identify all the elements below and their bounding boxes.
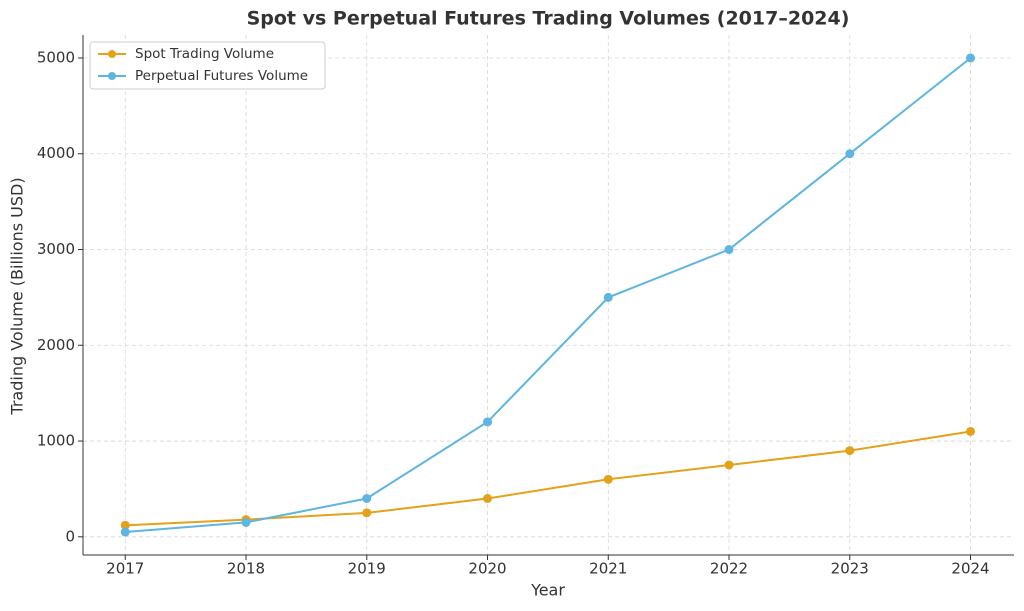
x-tick-label: 2019 bbox=[348, 560, 386, 578]
data-point bbox=[362, 493, 372, 503]
y-tick-label: 3000 bbox=[37, 240, 75, 258]
data-point bbox=[724, 460, 734, 470]
y-axis-label: Trading Volume (Billions USD) bbox=[8, 177, 27, 415]
x-tick-label: 2021 bbox=[589, 560, 627, 578]
y-tick-label: 2000 bbox=[37, 336, 75, 354]
legend-box bbox=[89, 41, 326, 90]
x-tick-label: 2023 bbox=[831, 560, 869, 578]
x-axis-label: Year bbox=[530, 581, 565, 600]
data-point bbox=[120, 520, 130, 530]
data-point bbox=[362, 508, 372, 518]
chart-title: Spot vs Perpetual Futures Trading Volume… bbox=[247, 8, 850, 30]
x-tick-label: 2022 bbox=[710, 560, 748, 578]
data-point bbox=[483, 493, 493, 503]
y-tick-label: 0 bbox=[65, 527, 75, 545]
x-tick-label: 2024 bbox=[951, 560, 989, 578]
x-tick-label: 2020 bbox=[468, 560, 506, 578]
y-tick-label: 4000 bbox=[37, 144, 75, 162]
data-point bbox=[603, 474, 613, 484]
series-line bbox=[125, 430, 971, 527]
data-point bbox=[241, 517, 251, 527]
legend-marker bbox=[108, 50, 116, 58]
legend-marker bbox=[108, 72, 116, 80]
y-tick-label: 1000 bbox=[37, 432, 75, 450]
series-line bbox=[125, 57, 972, 533]
legend: Spot Trading Volume Perpetual Futures Vol… bbox=[89, 41, 326, 90]
x-tick-label: 2017 bbox=[106, 560, 144, 578]
data-point bbox=[966, 53, 976, 63]
data-point bbox=[966, 426, 976, 436]
data-point bbox=[845, 149, 855, 159]
data-point bbox=[483, 417, 493, 427]
data-point bbox=[724, 245, 734, 255]
data-point bbox=[845, 446, 855, 456]
legend-label: Perpetual Futures Volume bbox=[135, 68, 308, 84]
data-point bbox=[603, 292, 613, 302]
legend-label: Spot Trading Volume bbox=[135, 46, 274, 62]
y-tick-label: 5000 bbox=[37, 48, 75, 66]
x-tick-label: 2018 bbox=[227, 560, 265, 578]
data-point bbox=[120, 527, 130, 537]
